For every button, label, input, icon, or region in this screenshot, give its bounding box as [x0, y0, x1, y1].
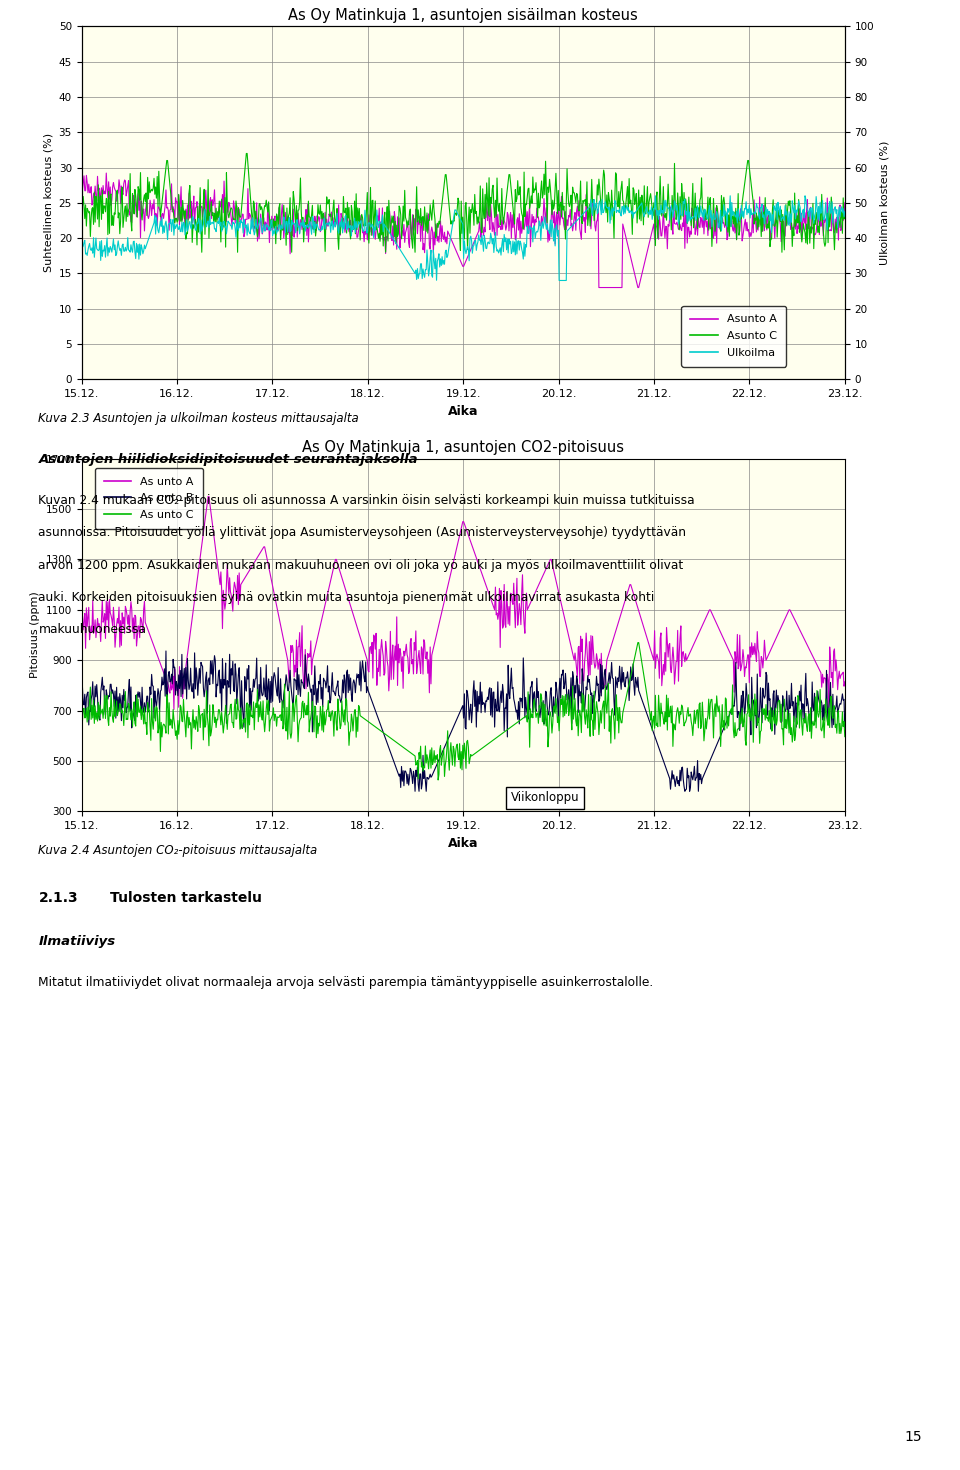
Text: 2.1.3: 2.1.3: [38, 891, 78, 906]
Text: Ilmatiiviys: Ilmatiiviys: [38, 935, 115, 948]
Text: Tulosten tarkastelu: Tulosten tarkastelu: [110, 891, 262, 906]
Text: auki. Korkeiden pitoisuuksien syinä ovatkin muita asuntoja pienemmät ulkoilmavir: auki. Korkeiden pitoisuuksien syinä ovat…: [38, 591, 655, 604]
Title: As Oy Matinkuja 1, asuntojen sisäilman kosteus: As Oy Matinkuja 1, asuntojen sisäilman k…: [288, 7, 638, 22]
Text: Asuntojen hiilidioksidipitoisuudet seurantajaksolla: Asuntojen hiilidioksidipitoisuudet seura…: [38, 453, 418, 466]
Legend: As unto A, As unto B, As unto C: As unto A, As unto B, As unto C: [95, 467, 203, 529]
Text: makuuhuoneessa: makuuhuoneessa: [38, 623, 146, 637]
Text: Kuvan 2.4 mukaan CO₂-pitoisuus oli asunnossa A varsinkin öisin selvästi korkeamp: Kuvan 2.4 mukaan CO₂-pitoisuus oli asunn…: [38, 494, 695, 507]
Y-axis label: Suhteellinen kosteus (%): Suhteellinen kosteus (%): [43, 134, 53, 272]
Text: asunnoissa. Pitoisuudet yöllä ylittivät jopa Asumisterveysohjeen (Asumisterveyst: asunnoissa. Pitoisuudet yöllä ylittivät …: [38, 526, 686, 539]
Text: Mitatut ilmatiiviydet olivat normaaleja arvoja selvästi parempia tämäntyyppisell: Mitatut ilmatiiviydet olivat normaaleja …: [38, 976, 654, 989]
Title: As Oy Matinkuja 1, asuntojen CO2-pitoisuus: As Oy Matinkuja 1, asuntojen CO2-pitoisu…: [302, 440, 624, 454]
Text: Kuva 2.3 Asuntojen ja ulkoilman kosteus mittausajalta: Kuva 2.3 Asuntojen ja ulkoilman kosteus …: [38, 412, 359, 425]
X-axis label: Aika: Aika: [448, 404, 478, 417]
Y-axis label: Ulkoilman kosteus (%): Ulkoilman kosteus (%): [879, 141, 890, 265]
Text: Viikonloppu: Viikonloppu: [511, 791, 580, 804]
Legend: Asunto A, Asunto C, Ulkoilma: Asunto A, Asunto C, Ulkoilma: [682, 306, 786, 366]
Text: 15: 15: [904, 1429, 922, 1444]
X-axis label: Aika: Aika: [448, 836, 478, 850]
Y-axis label: Pitoisuus (ppm): Pitoisuus (ppm): [30, 591, 40, 679]
Text: Kuva 2.4 Asuntojen CO₂-pitoisuus mittausajalta: Kuva 2.4 Asuntojen CO₂-pitoisuus mittaus…: [38, 844, 318, 857]
Text: arvon 1200 ppm. Asukkaiden mukaan makuuhuoneen ovi oli joka yö auki ja myös ulko: arvon 1200 ppm. Asukkaiden mukaan makuuh…: [38, 559, 684, 572]
